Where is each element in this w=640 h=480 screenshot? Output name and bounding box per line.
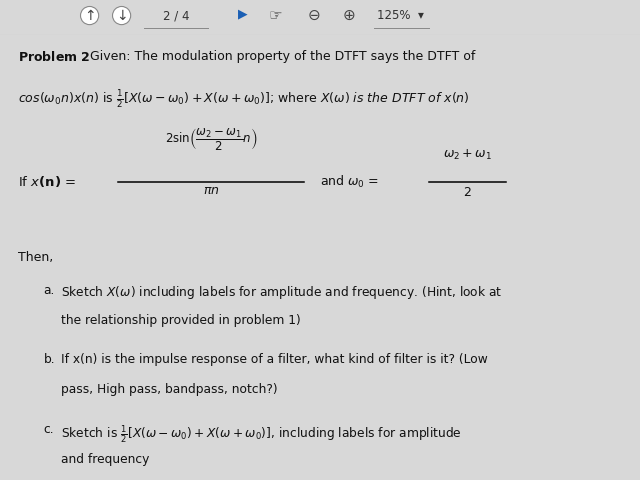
Text: and $\omega_0$ =: and $\omega_0$ =: [320, 173, 379, 190]
Text: $\pi n$: $\pi n$: [203, 184, 220, 197]
Text: a.: a.: [44, 284, 55, 297]
Text: If $x\mathbf{(n)}$ =: If $x\mathbf{(n)}$ =: [18, 174, 76, 189]
Text: ⊕: ⊕: [342, 8, 355, 23]
Text: Sketch $X(\omega)$ including labels for amplitude and frequency. (Hint, look at: Sketch $X(\omega)$ including labels for …: [61, 284, 502, 301]
Text: $cos(\omega_0 n)x(n)$ is $\frac{1}{2}[X(\omega - \omega_0) + X(\omega + \omega_0: $cos(\omega_0 n)x(n)$ is $\frac{1}{2}[X(…: [18, 88, 470, 110]
Text: Then,: Then,: [18, 251, 53, 264]
Text: ↓: ↓: [116, 9, 127, 23]
Text: the relationship provided in problem 1): the relationship provided in problem 1): [61, 314, 301, 327]
Text: $2\sin\!\left(\dfrac{\omega_2-\omega_1}{2}n\right)$: $2\sin\!\left(\dfrac{\omega_2-\omega_1}{…: [165, 128, 257, 154]
Text: Sketch is $\frac{1}{2}[X(\omega - \omega_0) + X(\omega + \omega_0)]$, including : Sketch is $\frac{1}{2}[X(\omega - \omega…: [61, 423, 461, 445]
Text: ▶: ▶: [238, 7, 248, 20]
Text: 125%  ▾: 125% ▾: [376, 9, 424, 22]
Text: ⊖: ⊖: [307, 8, 320, 23]
Text: $2$: $2$: [463, 186, 472, 199]
Text: ↑: ↑: [84, 9, 95, 23]
Text: b.: b.: [44, 353, 55, 367]
Text: . Given: The modulation property of the DTFT says the DTFT of: . Given: The modulation property of the …: [82, 50, 476, 63]
Text: $\mathbf{Problem\ 2}$: $\mathbf{Problem\ 2}$: [18, 50, 90, 64]
Text: 2 / 4: 2 / 4: [163, 9, 189, 22]
Text: If x(n) is the impulse response of a filter, what kind of filter is it? (Low: If x(n) is the impulse response of a fil…: [61, 353, 488, 367]
Text: ☞: ☞: [268, 8, 282, 23]
Text: $\omega_2+\omega_1$: $\omega_2+\omega_1$: [443, 147, 492, 161]
Text: and frequency: and frequency: [61, 453, 149, 466]
Text: pass, High pass, bandpass, notch?): pass, High pass, bandpass, notch?): [61, 384, 277, 396]
Text: c.: c.: [44, 423, 54, 436]
